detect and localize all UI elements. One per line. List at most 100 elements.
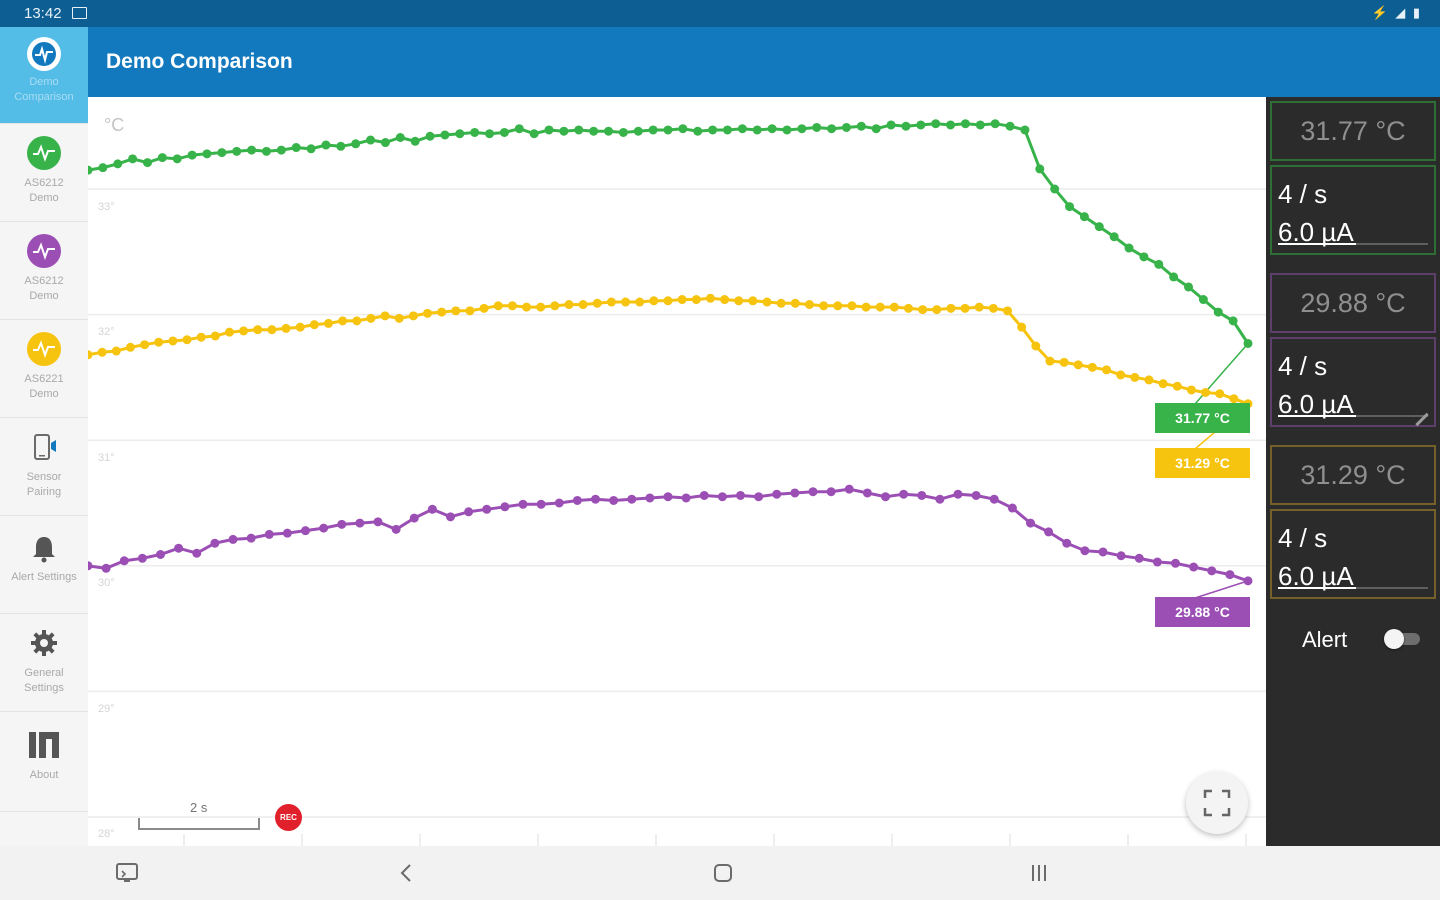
data-point (1080, 546, 1090, 556)
back-icon[interactable] (392, 858, 422, 888)
data-point (1007, 503, 1017, 513)
data-point (899, 489, 909, 499)
data-point (1186, 385, 1196, 395)
data-point (903, 303, 913, 313)
data-point (451, 306, 461, 316)
data-point (988, 303, 998, 313)
sidebar-item-label: About (29, 769, 59, 781)
data-point (309, 320, 319, 330)
data-point (500, 502, 510, 512)
y-tick-label: 28° (98, 828, 115, 840)
data-point (267, 325, 277, 335)
data-point (931, 119, 941, 129)
sidebar-item-demo-comparison[interactable]: Demo Comparison (0, 27, 88, 124)
sensor-settings-purple[interactable]: 4 / s 6.0 µA (1270, 337, 1436, 427)
screenshot-icon[interactable] (112, 858, 142, 888)
sensor-panel: 31.77 °C 4 / s 6.0 µA 29.88 °C 4 / s 6.0… (1266, 97, 1440, 847)
data-point (578, 300, 588, 310)
data-point (633, 126, 643, 136)
record-button[interactable]: REC (275, 804, 302, 831)
data-point (394, 313, 404, 323)
sidebar-item-as6221[interactable]: AS6221 Demo (0, 320, 88, 418)
data-point (352, 316, 362, 326)
data-point (125, 342, 135, 352)
data-point (427, 504, 437, 514)
sidebar-item-sensor-pairing[interactable]: Sensor Pairing (0, 418, 88, 516)
data-point (708, 125, 718, 135)
data-point (841, 122, 851, 132)
home-icon[interactable] (708, 858, 738, 888)
sidebar-item-label: Sensor Pairing (26, 471, 62, 498)
data-point (649, 296, 659, 306)
temperature-chart[interactable]: °C 33° 32° 31° 30° 29° 28° 31.77 °C 31.2… (88, 97, 1266, 847)
data-point (228, 534, 238, 544)
sidebar-item-alert-settings[interactable]: Alert Settings (0, 516, 88, 614)
data-point (337, 519, 347, 529)
data-point (1102, 365, 1112, 375)
status-bar: 13:42 ⚡ ◢ ▮ (0, 0, 1440, 27)
data-point (1094, 222, 1104, 232)
sidebar-item-as6212-green[interactable]: AS6212 Demo (0, 124, 88, 222)
data-point (1050, 184, 1060, 194)
current-underline (1278, 415, 1428, 417)
current-underline (1278, 243, 1428, 245)
data-point (1225, 570, 1235, 580)
current-draw: 6.0 µA (1278, 389, 1354, 419)
alert-label: Alert (1302, 627, 1348, 652)
y-axis-unit: °C (104, 115, 125, 135)
series-line (88, 487, 1249, 583)
data-point (465, 306, 475, 316)
data-point (301, 526, 310, 536)
sidebar-item-as6212-purple[interactable]: AS6212 Demo (0, 222, 88, 320)
current-draw: 6.0 µA (1278, 217, 1354, 247)
data-point (677, 295, 687, 305)
data-point (306, 144, 316, 154)
data-point (1130, 372, 1140, 382)
y-tick-label: 32° (98, 326, 115, 338)
data-point (663, 125, 673, 135)
data-point (856, 121, 866, 131)
data-point (246, 533, 256, 543)
data-point (1098, 547, 1108, 557)
data-point (1198, 295, 1208, 305)
current-underline (1278, 587, 1428, 589)
data-point (410, 136, 420, 146)
data-point (239, 326, 249, 336)
data-point (971, 490, 981, 500)
data-point (804, 300, 814, 310)
data-point (373, 517, 383, 527)
current-draw: 6.0 µA (1278, 561, 1354, 591)
data-point (111, 346, 121, 356)
chart-canvas (88, 119, 1266, 847)
data-point (247, 145, 257, 155)
fullscreen-button[interactable] (1186, 772, 1248, 834)
value-tag-purple: 29.88 °C (1155, 597, 1250, 627)
data-point (678, 124, 688, 134)
data-point (699, 490, 709, 500)
data-point (737, 124, 747, 134)
data-point (790, 488, 800, 498)
alert-toggle[interactable] (1384, 629, 1422, 649)
sensor-settings-green[interactable]: 4 / s 6.0 µA (1270, 165, 1436, 255)
ams-logo-icon (27, 728, 61, 762)
data-point (1229, 394, 1239, 404)
system-status-icons: ⚡ ◢ ▮ (1371, 5, 1422, 20)
data-point (960, 119, 970, 129)
data-point (748, 296, 758, 306)
sensor-settings-yellow[interactable]: 4 / s 6.0 µA (1270, 509, 1436, 599)
sidebar-item-general-settings[interactable]: General Settings (0, 614, 88, 712)
data-point (1172, 381, 1182, 391)
data-point (808, 487, 818, 497)
data-point (536, 499, 546, 509)
data-point (88, 350, 93, 360)
image-notification-icon (72, 7, 87, 19)
data-point (754, 492, 764, 502)
data-point (336, 141, 346, 151)
data-point (196, 332, 206, 342)
data-point (1116, 370, 1126, 380)
sidebar-item-about[interactable]: About (0, 712, 88, 812)
data-point (479, 303, 489, 313)
recents-icon[interactable] (1024, 858, 1054, 888)
data-point (1003, 306, 1013, 316)
data-point (736, 490, 745, 500)
